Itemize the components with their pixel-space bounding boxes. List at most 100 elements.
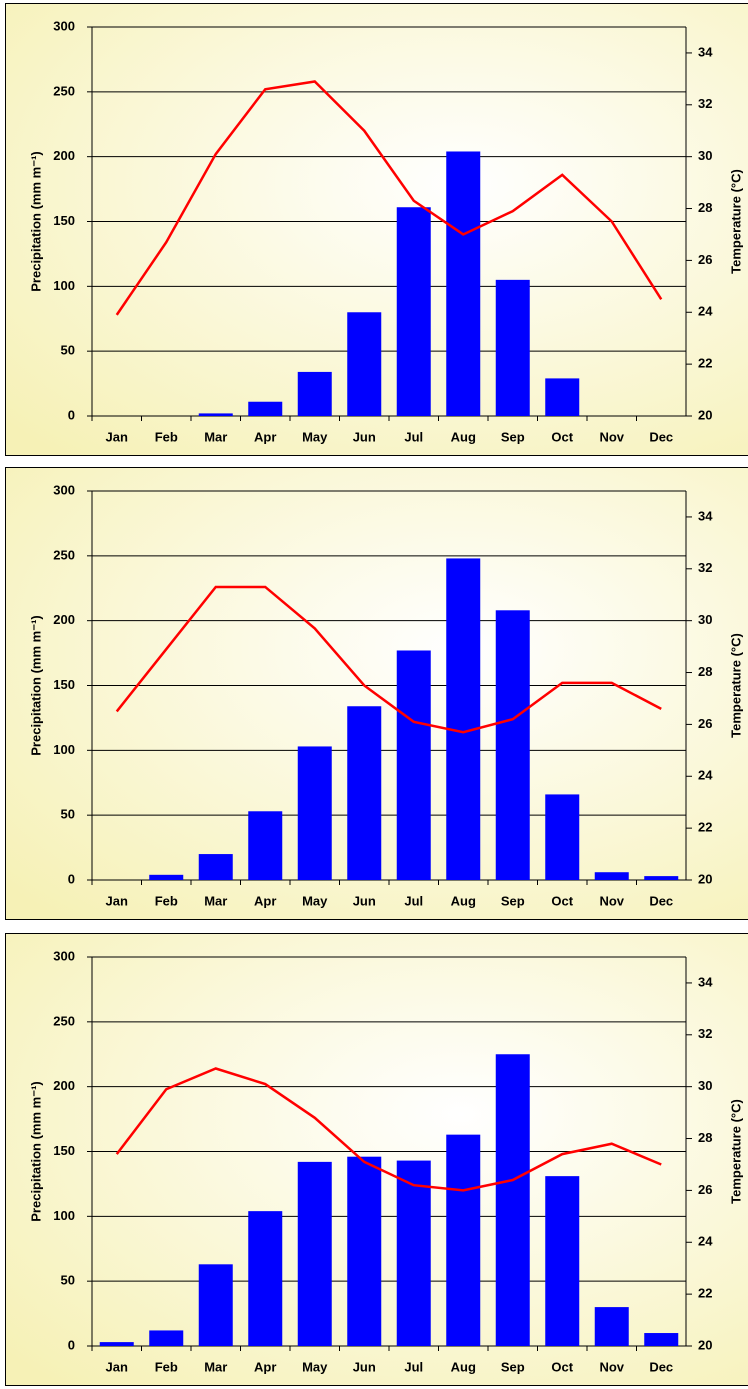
y-tick-label: 150 xyxy=(53,1143,75,1158)
x-tick-label: Oct xyxy=(551,429,573,444)
y-tick-label: 100 xyxy=(53,1208,75,1223)
bar xyxy=(495,610,530,880)
y2-tick-label: 28 xyxy=(698,1130,712,1145)
x-tick-label: Feb xyxy=(155,1359,178,1374)
x-tick-label: Jun xyxy=(353,1359,376,1374)
x-tick-label: Mar xyxy=(204,893,227,908)
x-tick-label: Jan xyxy=(106,1359,128,1374)
y2-tick-label: 26 xyxy=(698,252,712,267)
bar xyxy=(594,872,629,880)
y-tick-label: 100 xyxy=(53,278,75,293)
y2-tick-label: 34 xyxy=(698,508,713,523)
y2-tick-label: 22 xyxy=(698,820,712,835)
y-tick-label: 250 xyxy=(53,547,75,562)
bar xyxy=(347,312,382,416)
bar xyxy=(495,1054,530,1346)
bar xyxy=(248,811,283,880)
bar xyxy=(347,1156,382,1346)
line xyxy=(115,1067,662,1192)
x-tick-label: Jun xyxy=(353,893,376,908)
bar xyxy=(594,1307,629,1346)
bar xyxy=(545,794,580,880)
y-tick-label: 0 xyxy=(68,871,75,886)
bar xyxy=(446,558,481,880)
x-tick-label: Apr xyxy=(254,893,276,908)
y-tick-label: 50 xyxy=(61,1273,75,1288)
y2-tick-label: 30 xyxy=(698,1078,712,1093)
x-tick-label: Sep xyxy=(501,893,525,908)
bar xyxy=(396,1160,431,1346)
x-tick-label: Sep xyxy=(501,1359,525,1374)
x-tick-label: Apr xyxy=(254,429,276,444)
y-tick-label: 200 xyxy=(53,1078,75,1093)
x-tick-label: Nov xyxy=(599,893,624,908)
x-tick-label: Jul xyxy=(404,893,423,908)
bar xyxy=(396,650,431,880)
x-tick-label: Nov xyxy=(599,429,624,444)
bar xyxy=(446,151,481,417)
chart: 0 50 100 150 200 250 300 20 22 24 26 28 30 32 34 Jan Feb… xyxy=(5,467,748,920)
y2-tick-label: 32 xyxy=(698,560,712,575)
x-tick-label: Jul xyxy=(404,429,423,444)
x-tick-label: Aug xyxy=(451,429,476,444)
bar xyxy=(545,1176,580,1346)
x-tick-label: Jul xyxy=(404,1359,423,1374)
chart: 0 50 100 150 200 250 300 20 22 24 26 28 30 32 34 Jan Feb… xyxy=(5,3,748,456)
y-tick-label: 250 xyxy=(53,1013,75,1028)
bar xyxy=(149,874,184,880)
bar xyxy=(99,1342,134,1346)
y-tick-label: 300 xyxy=(53,482,75,497)
bar xyxy=(149,1330,184,1346)
x-tick-label: Feb xyxy=(155,429,178,444)
y-tick-label: 300 xyxy=(53,18,75,33)
bar xyxy=(545,378,580,416)
y-tick-label: 150 xyxy=(53,213,75,228)
y2-tick-label: 30 xyxy=(698,148,712,163)
y-axis-label: Precipitation (mm m⁻¹) xyxy=(28,615,43,756)
y-tick-label: 50 xyxy=(61,343,75,358)
x-tick-label: Aug xyxy=(451,1359,476,1374)
x-tick-label: May xyxy=(302,1359,328,1374)
x-tick-label: Sep xyxy=(501,429,525,444)
y-axis-label: Precipitation (mm m⁻¹) xyxy=(28,1081,43,1222)
bar xyxy=(198,1264,233,1346)
y2-tick-label: 22 xyxy=(698,356,712,371)
y2-tick-label: 26 xyxy=(698,716,712,731)
y-tick-label: 300 xyxy=(53,948,75,963)
x-tick-label: Dec xyxy=(649,893,673,908)
bar xyxy=(297,371,332,416)
bar xyxy=(446,1134,481,1346)
bar xyxy=(248,401,283,416)
y2-tick-label: 24 xyxy=(698,1234,713,1249)
chart: 0 50 100 150 200 250 300 20 22 24 26 28 30 32 34 Jan Feb… xyxy=(5,933,748,1386)
x-tick-label: Oct xyxy=(551,893,573,908)
y-tick-label: 0 xyxy=(68,1337,75,1352)
bar xyxy=(644,876,679,880)
y2-tick-label: 28 xyxy=(698,664,712,679)
y2-tick-label: 34 xyxy=(698,44,713,59)
x-tick-label: Mar xyxy=(204,1359,227,1374)
y2-tick-label: 24 xyxy=(698,304,713,319)
y-tick-label: 50 xyxy=(61,807,75,822)
y2-tick-label: 30 xyxy=(698,612,712,627)
y-tick-label: 200 xyxy=(53,612,75,627)
bar xyxy=(248,1211,283,1346)
bar xyxy=(198,854,233,880)
bar xyxy=(396,207,431,416)
y-tick-label: 150 xyxy=(53,677,75,692)
x-tick-label: May xyxy=(302,429,328,444)
bar xyxy=(495,279,530,416)
x-tick-label: Apr xyxy=(254,1359,276,1374)
y-tick-label: 250 xyxy=(53,83,75,98)
y2-axis-label: Temperature (°C) xyxy=(728,169,743,274)
y2-tick-label: 20 xyxy=(698,871,712,886)
y2-tick-label: 34 xyxy=(698,974,713,989)
y-axis-label: Precipitation (mm m⁻¹) xyxy=(28,151,43,292)
bar xyxy=(644,1333,679,1346)
y2-tick-label: 32 xyxy=(698,96,712,111)
x-tick-label: Nov xyxy=(599,1359,624,1374)
x-tick-label: Dec xyxy=(649,1359,673,1374)
bar xyxy=(297,746,332,880)
x-tick-label: May xyxy=(302,893,328,908)
